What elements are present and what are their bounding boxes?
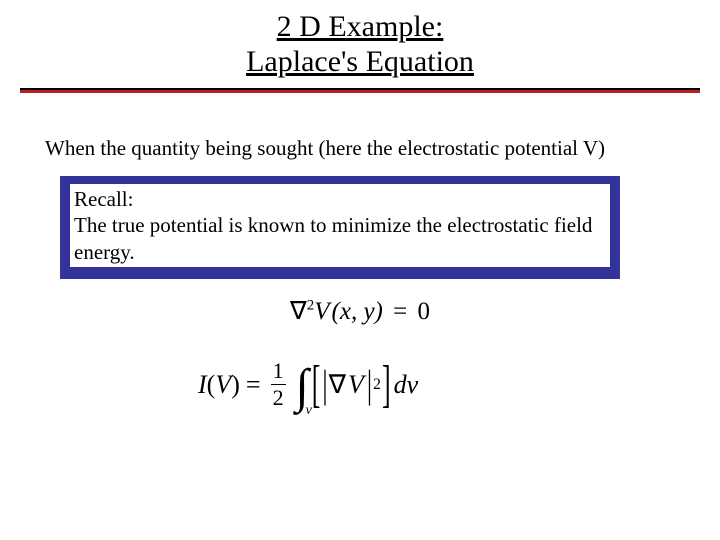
eq2-I: I (198, 370, 207, 400)
equation-laplace: ∇2V(x, y) = 0 (0, 296, 720, 326)
body-text-content: When the quantity being sought (here the… (45, 136, 605, 160)
horizontal-rule (20, 88, 700, 93)
eq2-equals: = (240, 370, 267, 400)
slide-title: 2 D Example: Laplace's Equation (0, 10, 720, 79)
eq2-V-arg: V (215, 370, 231, 400)
eq2-gradvar: V (348, 370, 364, 400)
integral-symbol: ∫ (296, 365, 309, 408)
slide: 2 D Example: Laplace's Equation When the… (0, 0, 720, 540)
frac-den: 2 (271, 384, 286, 409)
integral: ∫ v (296, 363, 309, 407)
eq1-args: (x, y) (332, 298, 383, 325)
body-paragraph: When the quantity being sought (here the… (45, 135, 680, 161)
title-line-1: 2 D Example: (277, 10, 444, 43)
eq2-nabla: ∇ (329, 370, 346, 400)
eq1-equals: = (389, 298, 411, 325)
frac-num: 1 (271, 360, 286, 384)
eq1-var: V (314, 298, 329, 325)
title-line-2: Laplace's Equation (246, 45, 474, 78)
eq2-sup: 2 (373, 376, 381, 394)
eq1-rhs: 0 (417, 298, 430, 325)
callout-heading: Recall: (74, 187, 133, 211)
recall-callout: Recall: The true potential is known to m… (60, 176, 620, 279)
callout-body: The true potential is known to minimize … (74, 213, 592, 263)
eq2-v: v (407, 370, 419, 400)
callout-content: Recall: The true potential is known to m… (70, 184, 610, 267)
fraction-half: 1 2 (271, 360, 286, 409)
nabla-symbol: ∇ (290, 298, 307, 325)
equation-functional: I(V) = 1 2 ∫ v [ | ∇ V |2 ] dv (198, 360, 418, 409)
eq2-d: d (392, 370, 407, 400)
